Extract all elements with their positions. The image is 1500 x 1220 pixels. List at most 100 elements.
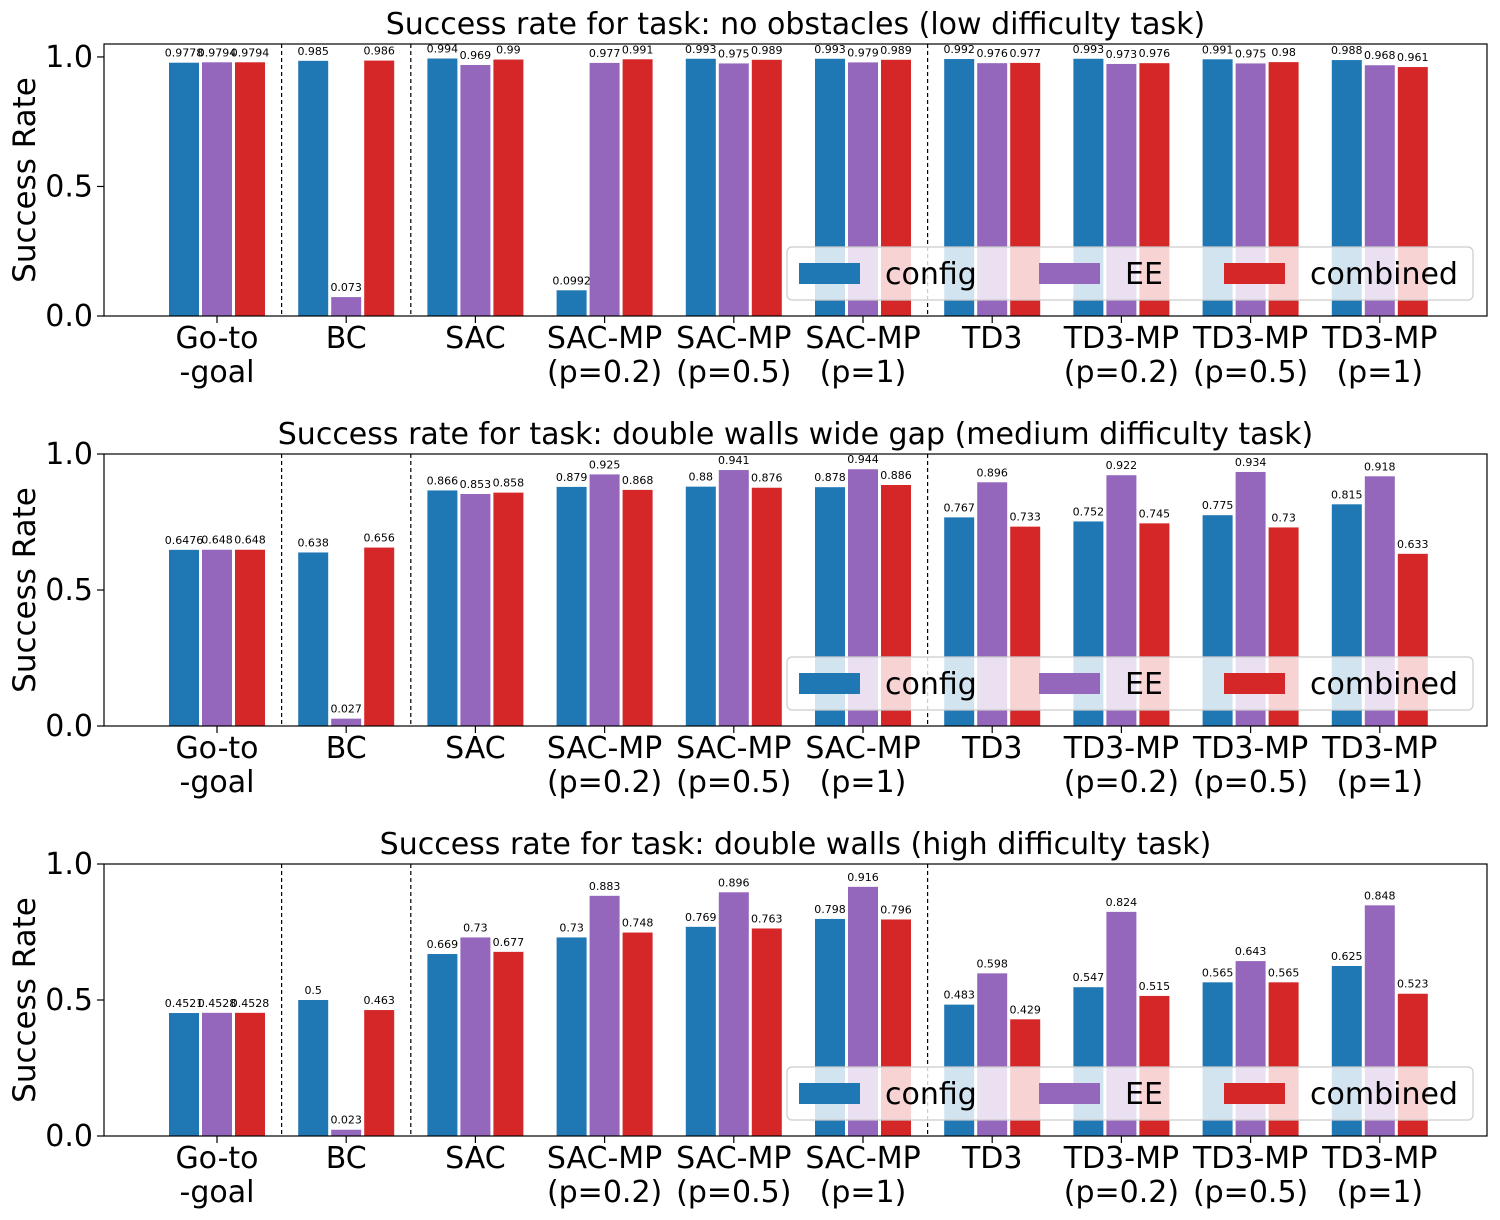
bar-value-label: 0.656 [363,532,395,545]
bar-value-label: 0.991 [622,43,654,56]
bar-value-label: 0.633 [1397,538,1429,551]
bar-value-label: 0.975 [718,47,750,60]
x-tick-label-line: BC [326,1141,367,1176]
x-tick-label: SAC-MP (p=1) [805,321,920,390]
bar-EE [718,470,749,726]
bar-value-label: 0.463 [363,994,395,1007]
bar-value-label: 0.429 [1009,1003,1041,1016]
chart-title: Success rate for task: no obstacles (low… [386,7,1205,42]
bar-value-label: 0.648 [234,534,266,547]
x-tick-label-line: SAC-MP [805,321,920,356]
bar-value-label: 0.896 [718,876,750,889]
bar-value-label: 0.775 [1202,499,1234,512]
x-tick-label-line: TD3-MP [1063,731,1179,766]
bar-combined [235,549,265,726]
bar-EE [331,297,362,316]
legend-swatch-EE [1039,1083,1100,1104]
bar-config [298,60,329,316]
legend: config EE combined [786,246,1474,301]
x-tick-label-line: (p=0.2) [1064,765,1179,800]
x-tick-label-line: TD3-MP [1321,321,1437,356]
x-tick-label-line: SAC-MP [676,1141,791,1176]
chart-panel-2: Success rate for task: double walls wide… [7,417,1488,800]
legend-swatch-combined [1224,263,1285,284]
bar-value-label: 0.677 [493,936,525,949]
x-tick-label-line: (p=0.5) [1193,765,1308,800]
x-tick-label-line: TD3-MP [1321,1141,1437,1176]
legend-box [786,1066,1474,1121]
bar-value-label: 0.985 [297,45,329,58]
x-tick-label-line: (p=1) [1336,1175,1423,1210]
bar-value-label: 0.989 [751,44,783,57]
legend-label-config: config [885,667,977,702]
x-tick-label-line: (p=0.2) [1064,1175,1179,1210]
chart-panel-1: Success rate for task: no obstacles (low… [7,7,1488,390]
bar-value-label: 0.994 [427,43,459,56]
y-axis-label: Success Rate [7,487,43,693]
x-tick-label-line: SAC-MP [676,731,791,766]
bar-value-label: 0.993 [814,43,846,56]
x-tick-label: TD3-MP (p=0.5) [1192,1141,1308,1210]
bar-value-label: 0.968 [1364,49,1396,62]
bar-value-label: 0.796 [880,903,912,916]
bar-value-label: 0.99 [496,44,521,57]
bar-value-label: 0.848 [1364,889,1396,902]
bar-value-label: 0.4521 [165,997,204,1010]
bar-value-label: 0.993 [685,43,717,56]
bar-value-label: 0.992 [943,43,975,56]
bar-value-label: 0.969 [460,49,492,62]
x-tick-label-line: (p=0.5) [1193,355,1308,390]
y-tick-label: 0.5 [45,169,93,204]
bar-value-label: 0.733 [1009,511,1041,524]
bar-value-label: 0.5 [304,984,322,997]
bar-EE [331,718,362,726]
bar-value-label: 0.886 [880,469,912,482]
bar-value-label: 0.944 [847,453,879,466]
bar-value-label: 0.977 [589,47,621,60]
x-tick-label: SAC-MP (p=0.2) [547,321,662,390]
y-tick-label: 0.5 [45,983,93,1018]
x-tick-label: TD3-MP (p=1) [1321,321,1437,390]
bar-config [556,937,587,1136]
bar-value-label: 0.925 [589,458,621,471]
bar-config [685,58,716,316]
bar-value-label: 0.989 [880,44,912,57]
legend: config EE combined [786,656,1474,711]
bar-value-label: 0.769 [685,911,717,924]
bar-EE [460,493,491,726]
legend-label-EE: EE [1125,257,1163,292]
x-tick-label: TD3-MP (p=0.2) [1063,321,1179,390]
y-axis-label: Success Rate [7,77,43,283]
bar-value-label: 0.9794 [231,46,270,59]
bar-value-label: 0.643 [1235,945,1267,958]
x-tick-label: TD3 [961,321,1023,356]
bar-config [298,1000,329,1136]
legend-swatch-EE [1039,263,1100,284]
x-tick-label: TD3-MP (p=0.5) [1192,731,1308,800]
x-tick-label-line: SAC-MP [547,321,662,356]
x-tick-label-line: (p=1) [820,355,907,390]
bar-value-label: 0.975 [1235,47,1267,60]
bar-value-label: 0.4528 [231,997,270,1010]
bar-value-label: 0.752 [1073,505,1105,518]
bar-value-label: 0.883 [589,880,621,893]
bar-value-label: 0.88 [689,471,714,484]
bar-value-label: 0.918 [1364,460,1396,473]
x-tick-label: SAC [445,1141,506,1176]
x-tick-label-line: (p=0.2) [547,1175,662,1210]
x-tick-label: SAC-MP (p=1) [805,1141,920,1210]
bar-value-label: 0.523 [1397,978,1429,991]
bar-value-label: 0.858 [493,477,525,490]
axes-frame [103,453,1488,727]
legend-box [786,246,1474,301]
y-tick-label: 1.0 [45,40,93,75]
bar-value-label: 0.922 [1106,459,1138,472]
x-tick-label-line: (p=1) [1336,355,1423,390]
x-tick-label-line: TD3 [961,731,1023,766]
bar-EE [202,549,232,726]
x-tick-label-line: (p=0.2) [547,355,662,390]
x-tick-label: TD3-MP (p=0.2) [1063,731,1179,800]
bar-config [169,1013,199,1136]
bar-combined [493,951,524,1136]
chart-title: Success rate for task: double walls (hig… [380,827,1212,862]
